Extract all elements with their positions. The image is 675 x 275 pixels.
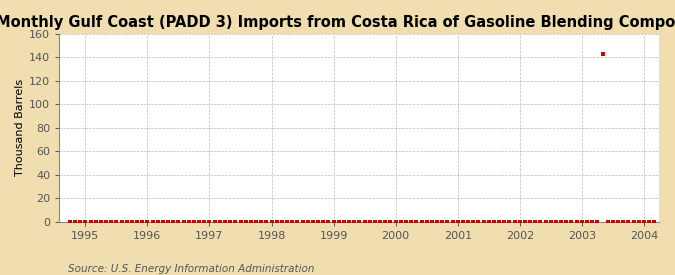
Y-axis label: Thousand Barrels: Thousand Barrels (15, 79, 25, 176)
Text: Source: U.S. Energy Information Administration: Source: U.S. Energy Information Administ… (68, 264, 314, 274)
Title: Monthly Gulf Coast (PADD 3) Imports from Costa Rica of Gasoline Blending Compone: Monthly Gulf Coast (PADD 3) Imports from… (0, 15, 675, 30)
